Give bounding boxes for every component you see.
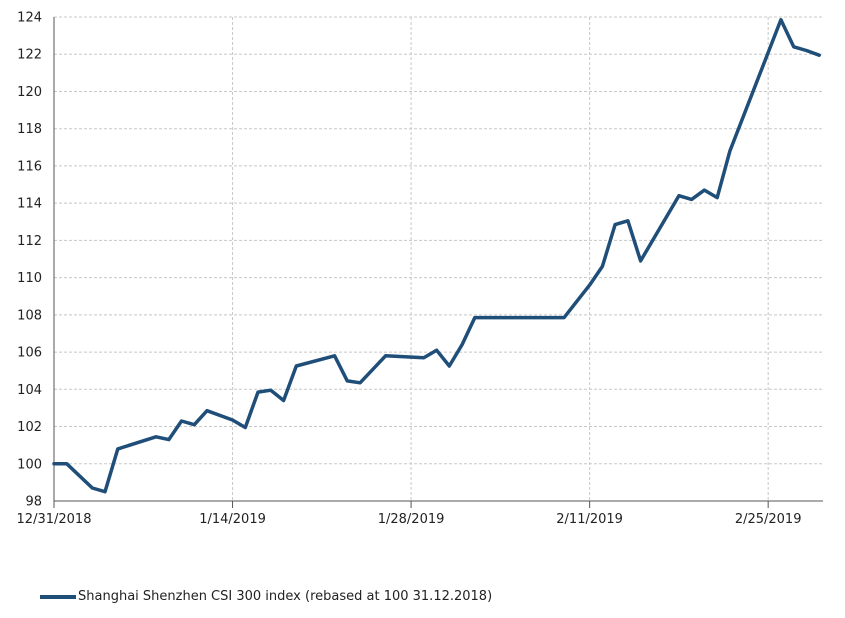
y-tick-label: 114 <box>17 197 42 212</box>
data-point <box>65 462 69 466</box>
y-tick-label: 106 <box>17 346 42 361</box>
x-tick-label: 1/14/2019 <box>199 512 266 527</box>
data-point <box>345 379 349 383</box>
data-point <box>817 53 821 57</box>
data-point <box>702 188 706 192</box>
x-tick-label: 1/28/2019 <box>378 512 445 527</box>
data-point <box>728 149 732 153</box>
data-point <box>243 426 247 430</box>
y-tick-label: 100 <box>17 457 42 472</box>
series-line <box>52 18 821 494</box>
data-point <box>792 45 796 49</box>
data-point <box>460 343 464 347</box>
data-point <box>562 316 566 320</box>
data-point <box>333 354 337 358</box>
data-point <box>269 388 273 392</box>
x-tick-label: 12/31/2018 <box>17 512 92 527</box>
y-tick-label: 112 <box>17 234 42 249</box>
data-point <box>588 283 592 287</box>
y-tick-label: 108 <box>17 308 42 323</box>
data-point <box>90 486 94 490</box>
data-point <box>103 490 107 494</box>
y-tick-label: 120 <box>17 85 42 100</box>
data-point <box>473 316 477 320</box>
data-point <box>180 419 184 423</box>
x-tick-label: 2/11/2019 <box>556 512 623 527</box>
series-layer <box>52 18 821 494</box>
data-point <box>256 390 260 394</box>
data-point <box>804 49 808 53</box>
axes <box>53 17 823 508</box>
gridlines <box>54 16 823 501</box>
legend: Shanghai Shenzhen CSI 300 index (rebased… <box>40 589 492 604</box>
legend-label: Shanghai Shenzhen CSI 300 index (rebased… <box>78 589 493 604</box>
data-point <box>205 409 209 413</box>
data-point <box>613 223 617 227</box>
y-tick-label: 98 <box>25 495 42 510</box>
data-point <box>639 259 643 263</box>
data-point <box>435 348 439 352</box>
data-point <box>779 18 783 22</box>
data-point <box>192 423 196 427</box>
y-tick-label: 102 <box>17 420 42 435</box>
legend-swatch <box>40 594 76 599</box>
data-point <box>154 435 158 439</box>
tick-labels: 98 100 102 104 106 108 110 112 114 116 118 120 122 12… <box>17 11 802 528</box>
data-point <box>422 356 426 360</box>
data-point <box>384 354 388 358</box>
data-point <box>715 196 719 200</box>
y-tick-label: 118 <box>17 122 42 137</box>
data-point <box>358 381 362 385</box>
y-tick-label: 122 <box>17 48 42 63</box>
data-point <box>116 447 120 451</box>
data-point <box>690 197 694 201</box>
data-point <box>282 399 286 403</box>
data-point <box>626 219 630 223</box>
data-point <box>600 264 604 268</box>
x-tick-label: 2/25/2019 <box>735 512 802 527</box>
data-point <box>231 418 235 422</box>
y-tick-label: 110 <box>17 271 42 286</box>
y-tick-label: 124 <box>17 11 42 26</box>
data-point <box>677 194 681 198</box>
y-tick-label: 116 <box>17 159 42 174</box>
y-tick-label: 104 <box>17 383 42 398</box>
data-point <box>447 364 451 368</box>
data-point <box>52 462 56 466</box>
data-point <box>294 364 298 368</box>
data-point <box>167 438 171 442</box>
